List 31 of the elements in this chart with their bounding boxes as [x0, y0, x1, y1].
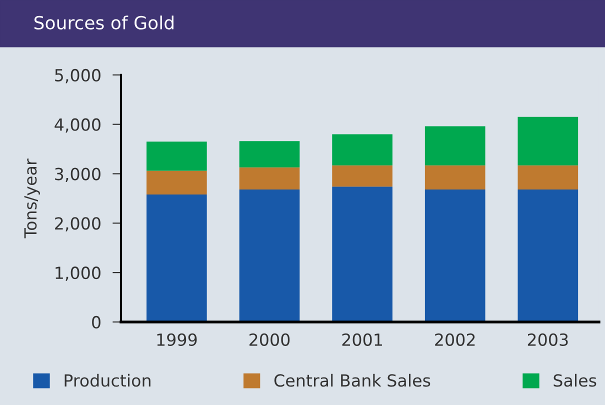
y-tick-label: 1,000 [56, 266, 100, 281]
x-tick-label: 2000 [250, 333, 290, 346]
legend-label: Central Bank Sales [274, 374, 430, 387]
bar [239, 190, 300, 322]
x-tick-label: 1999 [157, 333, 197, 346]
bar [518, 165, 578, 190]
bar [332, 134, 392, 166]
bar [518, 116, 578, 166]
x-tick-label: 2002 [435, 333, 475, 346]
bar [424, 190, 486, 322]
y-tick-label: 5,000 [55, 68, 100, 84]
bar [146, 142, 207, 171]
bar [424, 126, 486, 166]
bar [146, 170, 207, 194]
y-tick-label: 3,000 [55, 168, 100, 182]
bar [239, 167, 300, 190]
x-tick-label: 2003 [528, 333, 568, 346]
y-tick-label: 2,000 [55, 217, 100, 232]
y-tick-label: 4,000 [54, 118, 100, 133]
bar [332, 186, 392, 322]
bar [146, 194, 207, 322]
legend-label: Production [64, 374, 150, 387]
legend-label: Sales [554, 374, 596, 387]
bar [424, 165, 486, 190]
bar [518, 190, 578, 322]
chart-title: Sources of Gold [34, 16, 174, 30]
x-tick-label: 2001 [342, 333, 382, 346]
y-tick-label: 0 [92, 316, 100, 329]
y-axis-title: Tons/year [24, 158, 40, 238]
bar [332, 165, 392, 187]
bar [239, 141, 300, 168]
